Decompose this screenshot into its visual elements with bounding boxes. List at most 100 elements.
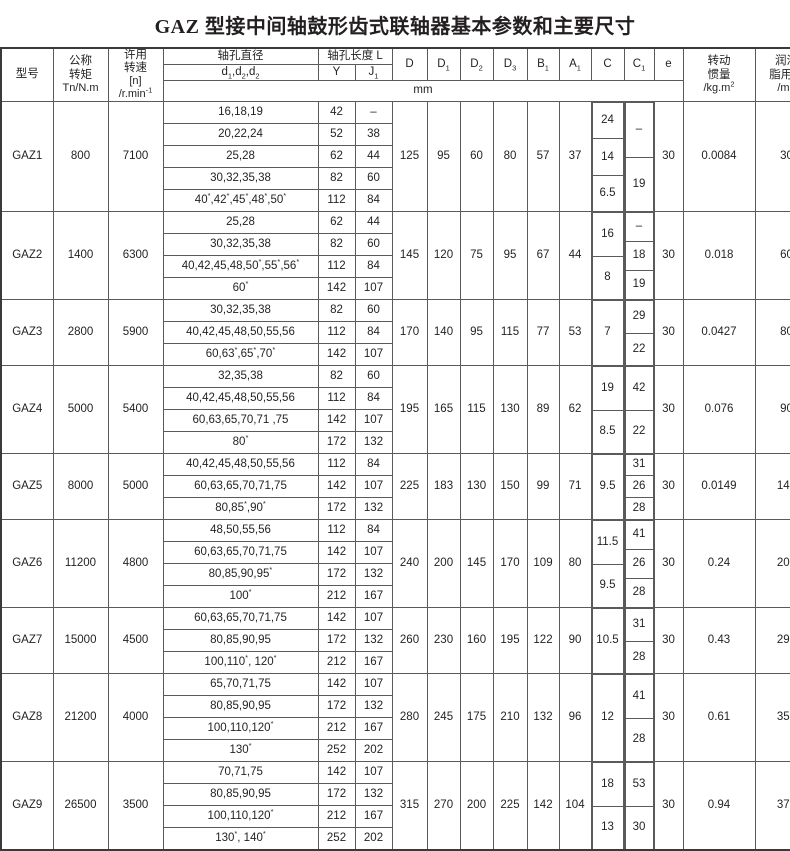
cell-moment-of-inertia: 0.43 xyxy=(683,607,755,673)
cell-model: GAZ3 xyxy=(1,299,53,365)
cell-D: 240 xyxy=(392,519,427,607)
header-inertia-unit: /kg.m2 xyxy=(684,82,755,95)
cell-B1: 57 xyxy=(527,101,559,211)
cell-nominal-torque: 2800 xyxy=(53,299,108,365)
cell-D2: 95 xyxy=(460,299,493,365)
cell-C1-part: 41 xyxy=(625,674,653,718)
cell-D: 260 xyxy=(392,607,427,673)
asterisk-mark: * xyxy=(264,191,267,200)
cell-bore-length-Y: 82 xyxy=(318,167,355,189)
cell-C1-part: 26 xyxy=(625,549,653,578)
cell-D: 170 xyxy=(392,299,427,365)
asterisk-mark: * xyxy=(283,191,286,200)
cell-D2: 200 xyxy=(460,761,493,850)
cell-bore-length-Y: 172 xyxy=(318,497,355,519)
cell-D: 315 xyxy=(392,761,427,850)
cell-D1: 270 xyxy=(427,761,460,850)
cell-bore-length-Y: 172 xyxy=(318,695,355,717)
cell-grease-volume: 200 xyxy=(755,519,790,607)
cell-bore-diameter: 48,50,55,56 xyxy=(163,519,318,541)
cell-allowable-speed: 7100 xyxy=(108,101,163,211)
cell-D: 225 xyxy=(392,453,427,519)
asterisk-mark: * xyxy=(271,807,274,816)
header-bore-d-symbols: d1,d2,d2 xyxy=(163,64,318,80)
cell-bore-diameter: 40*,42*,45*,48*,50* xyxy=(163,189,318,211)
cell-bore-diameter: 80,85,90,95* xyxy=(163,563,318,585)
cell-bore-diameter: 30,32,35,38 xyxy=(163,167,318,189)
cell-bore-length-Y: 112 xyxy=(318,255,355,277)
cell-bore-length-J1: 84 xyxy=(355,255,392,277)
cell-D3: 80 xyxy=(493,101,527,211)
cell-C1-part: 19 xyxy=(625,271,653,299)
cell-allowable-speed: 6300 xyxy=(108,211,163,299)
cell-A1: 96 xyxy=(559,673,591,761)
cell-bore-diameter: 80,85,90,95 xyxy=(163,783,318,805)
cell-bore-diameter: 60,63,65,70,71 ,75 xyxy=(163,409,318,431)
header-B1-text: B xyxy=(537,58,545,70)
cell-D3: 95 xyxy=(493,211,527,299)
cell-nominal-torque: 800 xyxy=(53,101,108,211)
cell-bore-length-Y: 212 xyxy=(318,805,355,827)
header-grease-line1: 润滑 xyxy=(756,55,790,68)
asterisk-mark: * xyxy=(227,191,230,200)
cell-bore-length-Y: 112 xyxy=(318,453,355,475)
cell-bore-length-J1: 107 xyxy=(355,673,392,695)
cell-C-part: 11.5 xyxy=(592,520,623,564)
cell-B1: 89 xyxy=(527,365,559,453)
cell-C1-part: 28 xyxy=(625,641,653,673)
cell-grease-volume: 140 xyxy=(755,453,790,519)
cell-C1-part: 28 xyxy=(625,579,653,607)
header-bore-diameter: 轴孔直径 xyxy=(163,48,318,64)
cell-e: 30 xyxy=(654,519,683,607)
cell-bore-length-Y: 142 xyxy=(318,673,355,695)
cell-bore-length-Y: 142 xyxy=(318,343,355,365)
cell-allowable-speed: 4800 xyxy=(108,519,163,607)
spec-table: 型号 公称 转矩 Tn/N.m 许用 转速 [n] /r.min-1 轴孔直径 … xyxy=(0,47,790,851)
cell-e: 30 xyxy=(654,299,683,365)
cell-bore-diameter: 25,28 xyxy=(163,211,318,233)
cell-A1: 53 xyxy=(559,299,591,365)
cell-moment-of-inertia: 0.0427 xyxy=(683,299,755,365)
asterisk-mark: * xyxy=(263,829,266,838)
cell-grease-volume: 370 xyxy=(755,761,790,850)
header-grease-volume: 润滑 脂用量 /mL xyxy=(755,48,790,101)
cell-D1: 200 xyxy=(427,519,460,607)
header-speed-line2: 转速 xyxy=(109,62,163,75)
cell-grease-volume: 90 xyxy=(755,365,790,453)
cell-bore-diameter: 80,85*,90* xyxy=(163,497,318,519)
cell-bore-length-J1: – xyxy=(355,101,392,123)
cell-model: GAZ9 xyxy=(1,761,53,850)
cell-bore-length-Y: 212 xyxy=(318,717,355,739)
cell-D3: 115 xyxy=(493,299,527,365)
cell-bore-diameter: 60* xyxy=(163,277,318,299)
cell-bore-diameter: 100,110*, 120* xyxy=(163,651,318,673)
cell-C1-part: 22 xyxy=(625,333,653,365)
page-root: GAZ 型接中间轴鼓形齿式联轴器基本参数和主要尺寸 型号 xyxy=(0,0,790,760)
cell-B1: 99 xyxy=(527,453,559,519)
cell-allowable-speed: 3500 xyxy=(108,761,163,850)
cell-bore-length-Y: 172 xyxy=(318,629,355,651)
cell-model: GAZ4 xyxy=(1,365,53,453)
cell-C-part: 18 xyxy=(592,762,623,806)
header-d-text-c: ,d xyxy=(246,66,256,78)
header-length-Y: Y xyxy=(318,64,355,80)
cell-bore-diameter: 40,42,45,48,50,55,56 xyxy=(163,453,318,475)
cell-bore-length-J1: 107 xyxy=(355,761,392,783)
header-inertia-exponent: 2 xyxy=(730,79,734,88)
header-grease-unit: /mL xyxy=(756,82,790,95)
cell-grease-volume: 30 xyxy=(755,101,790,211)
asterisk-mark: * xyxy=(274,653,277,662)
cell-C1: –19 xyxy=(624,101,654,211)
cell-bore-diameter: 80* xyxy=(163,431,318,453)
cell-bore-diameter: 25,28 xyxy=(163,145,318,167)
cell-bore-diameter: 70,71,75 xyxy=(163,761,318,783)
cell-allowable-speed: 4500 xyxy=(108,607,163,673)
cell-D2: 115 xyxy=(460,365,493,453)
